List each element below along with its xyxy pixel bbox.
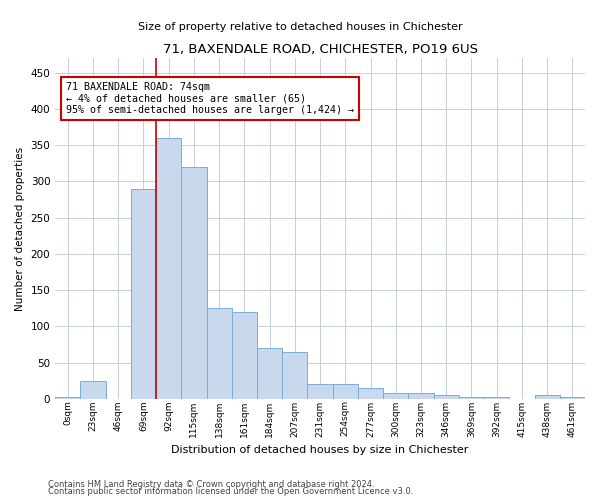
Bar [257, 348, 282, 399]
Bar [484, 396, 509, 399]
Bar [383, 393, 409, 399]
Bar [560, 396, 585, 399]
Bar [535, 396, 560, 399]
Title: 71, BAXENDALE ROAD, CHICHESTER, PO19 6US: 71, BAXENDALE ROAD, CHICHESTER, PO19 6US [163, 42, 478, 56]
Bar [80, 381, 106, 399]
Bar [358, 388, 383, 399]
Text: Contains HM Land Registry data © Crown copyright and database right 2024.: Contains HM Land Registry data © Crown c… [48, 480, 374, 489]
Y-axis label: Number of detached properties: Number of detached properties [15, 146, 25, 310]
Bar [206, 308, 232, 399]
Bar [181, 167, 206, 399]
X-axis label: Distribution of detached houses by size in Chichester: Distribution of detached houses by size … [172, 445, 469, 455]
Bar [459, 396, 484, 399]
Text: Size of property relative to detached houses in Chichester: Size of property relative to detached ho… [137, 22, 463, 32]
Bar [409, 393, 434, 399]
Bar [434, 396, 459, 399]
Bar [156, 138, 181, 399]
Bar [307, 384, 332, 399]
Bar [232, 312, 257, 399]
Bar [55, 396, 80, 399]
Bar [282, 352, 307, 399]
Bar [332, 384, 358, 399]
Bar [131, 188, 156, 399]
Text: 71 BAXENDALE ROAD: 74sqm
← 4% of detached houses are smaller (65)
95% of semi-de: 71 BAXENDALE ROAD: 74sqm ← 4% of detache… [66, 82, 354, 115]
Text: Contains public sector information licensed under the Open Government Licence v3: Contains public sector information licen… [48, 487, 413, 496]
